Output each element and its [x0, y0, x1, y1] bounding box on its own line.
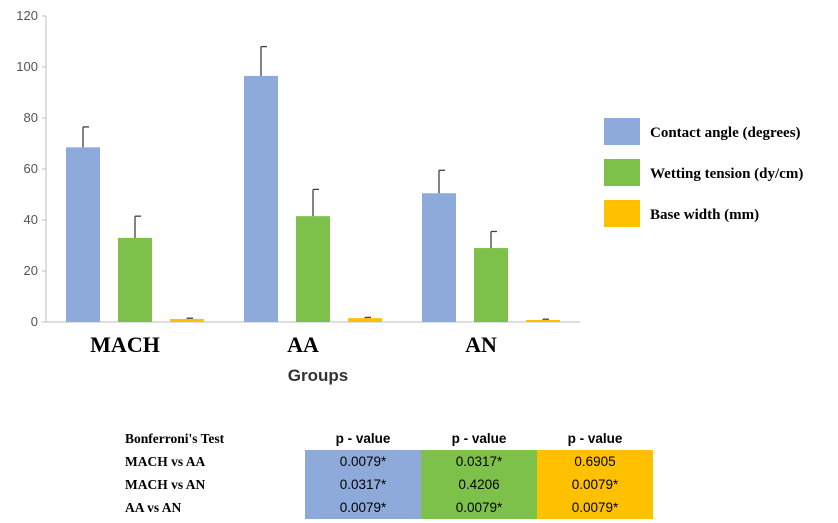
legend-label: Base width (mm)	[650, 207, 759, 223]
table-cell: 0.0079*	[537, 496, 653, 519]
bar	[474, 248, 508, 322]
bar	[422, 193, 456, 322]
table-header-row: Bonferroni's Test p - value p - value p …	[125, 427, 653, 450]
table-row: MACH vs AA 0.0079* 0.0317* 0.6905	[125, 450, 653, 473]
table-header-pvalue: p - value	[451, 431, 507, 446]
bars	[66, 45, 560, 322]
table-row-label: MACH vs AA	[125, 453, 206, 469]
table-row-label: MACH vs AN	[125, 476, 206, 492]
y-tick-label: 80	[24, 110, 38, 125]
x-axis-title: Groups	[288, 366, 348, 385]
table-cell: 0.6905	[537, 450, 653, 473]
table-header-pvalue: p - value	[335, 431, 391, 446]
legend: Contact angle (degrees) Wetting tension (…	[604, 118, 803, 227]
x-axis-labels: MACH AA AN	[90, 332, 497, 357]
bar	[244, 75, 278, 322]
table-cell: 0.0317*	[421, 450, 537, 473]
x-category-label: MACH	[90, 332, 160, 357]
y-tick-label: 100	[16, 59, 38, 74]
bar	[296, 216, 330, 322]
legend-swatch	[604, 118, 640, 145]
legend-swatch	[604, 159, 640, 186]
y-tick-label: 20	[24, 263, 38, 278]
y-tick-label: 0	[31, 314, 38, 329]
legend-label: Wetting tension (dy/cm)	[650, 166, 803, 182]
table-row: AA vs AN 0.0079* 0.0079* 0.0079*	[125, 496, 653, 519]
table-cell: 0.4206	[421, 473, 537, 496]
x-category-label: AA	[287, 332, 319, 357]
bar	[170, 318, 204, 322]
table-cell: 0.0079*	[305, 450, 421, 473]
table-cell: 0.0079*	[305, 496, 421, 519]
bar	[526, 319, 560, 322]
table-header-test: Bonferroni's Test	[125, 430, 225, 446]
y-tick-label: 60	[24, 161, 38, 176]
bar	[348, 318, 382, 322]
x-category-label: AN	[465, 332, 497, 357]
table-row-label: AA vs AN	[125, 499, 182, 515]
bar	[118, 237, 152, 322]
table-header-pvalue: p - value	[567, 431, 623, 446]
table-cell: 0.0079*	[421, 496, 537, 519]
table-cell: 0.0317*	[305, 473, 421, 496]
bar-chart: 0 20 40 60 80 100 120 MACH AA AN Groups Contact …	[16, 8, 803, 385]
y-tick-label: 40	[24, 212, 38, 227]
legend-label: Contact angle (degrees)	[650, 125, 801, 141]
table-row: MACH vs AN 0.0317* 0.4206 0.0079*	[125, 473, 653, 496]
y-tick-label: 120	[16, 8, 38, 23]
table-cell: 0.0079*	[537, 473, 653, 496]
bar	[66, 147, 100, 322]
legend-swatch	[604, 200, 640, 227]
bonferroni-table: Bonferroni's Test p - value p - value p …	[125, 427, 653, 519]
